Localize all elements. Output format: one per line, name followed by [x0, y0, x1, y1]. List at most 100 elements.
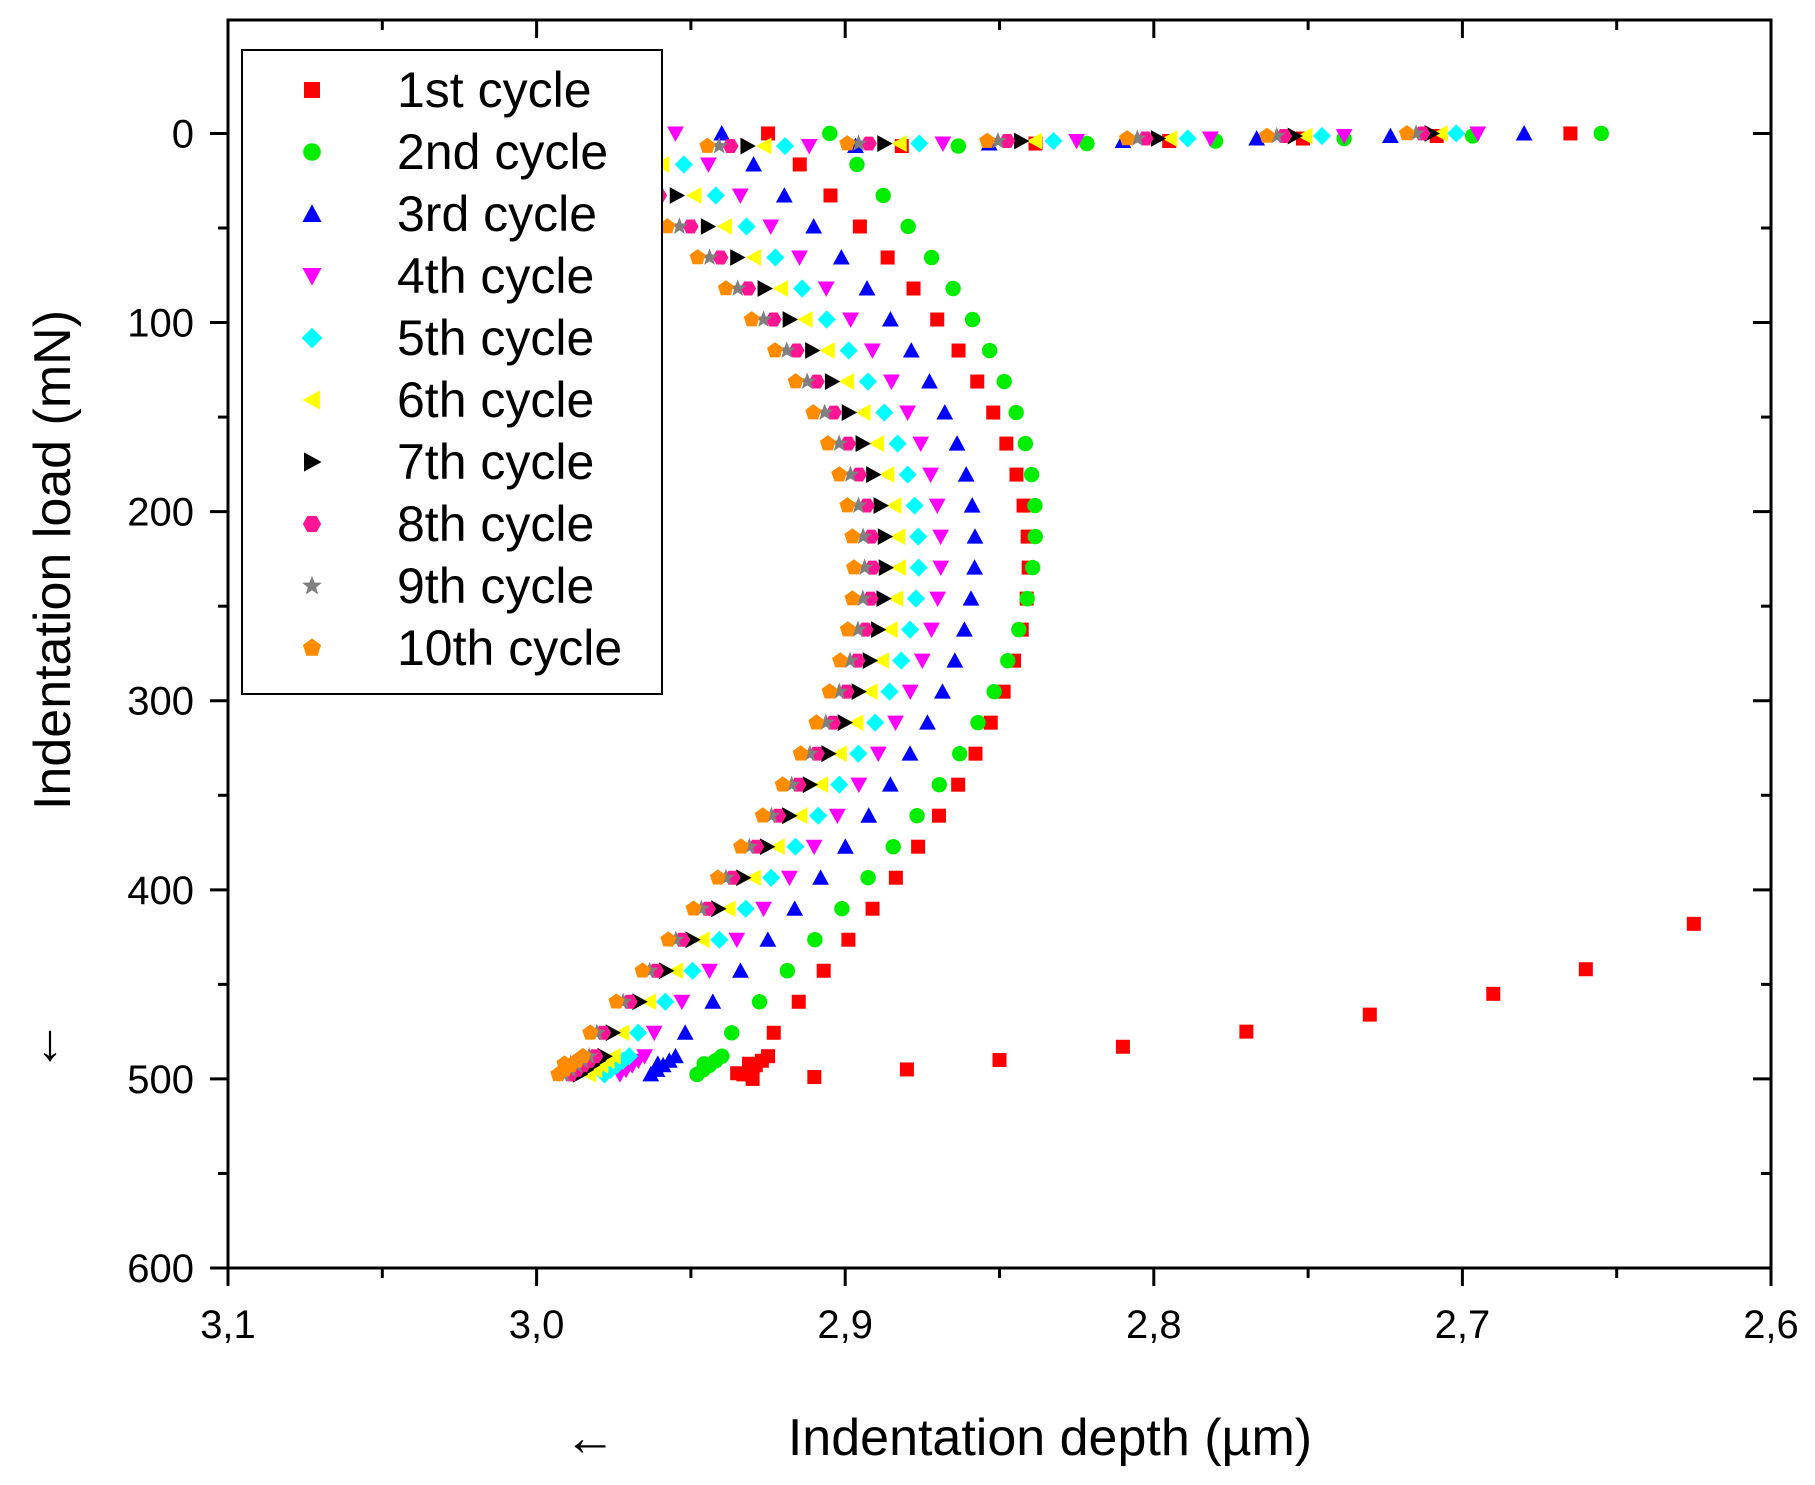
data-point [670, 217, 689, 234]
data-point [716, 218, 733, 235]
data-point [762, 868, 781, 887]
data-point [1044, 131, 1063, 151]
data-point [713, 125, 731, 141]
data-point [855, 558, 874, 575]
data-point [839, 341, 858, 360]
data-point [730, 249, 746, 266]
data-point [792, 157, 807, 172]
data-point [812, 776, 829, 794]
data-point [946, 652, 964, 668]
data-point [733, 838, 750, 854]
data-point [756, 137, 772, 155]
legend-marker [302, 516, 322, 532]
data-point [605, 1047, 621, 1065]
legend-label: 2nd cycle [397, 124, 608, 180]
data-point [996, 373, 1012, 390]
data-point [1119, 130, 1136, 146]
data-point [932, 560, 950, 577]
data-point [1201, 131, 1219, 147]
data-point [1079, 135, 1095, 152]
legend-marker [301, 327, 323, 349]
data-point [782, 311, 799, 328]
data-point [849, 744, 868, 763]
data-point [934, 136, 952, 152]
data-point [902, 342, 920, 358]
data-point [834, 901, 850, 917]
data-point [892, 651, 911, 670]
data-point [704, 993, 722, 1009]
data-point [737, 217, 756, 236]
data-point [667, 1047, 684, 1064]
data-point [745, 1071, 760, 1086]
data-point [931, 808, 946, 823]
data-point [898, 465, 917, 484]
y-tick-label: 500 [127, 1058, 194, 1102]
data-point [613, 1024, 630, 1042]
data-point [710, 136, 728, 154]
data-point [865, 901, 880, 916]
data-point [966, 559, 983, 575]
data-point [1381, 127, 1399, 143]
data-point [1239, 1024, 1254, 1039]
data-point [888, 434, 907, 453]
data-point [850, 467, 868, 482]
data-point [930, 312, 945, 327]
data-point [808, 374, 825, 389]
data-point [660, 931, 677, 947]
data-point [745, 869, 761, 887]
data-point [844, 590, 861, 606]
legend-label: 1st cycle [397, 62, 592, 118]
data-point [807, 932, 823, 948]
data-point [880, 250, 895, 265]
legend-marker [303, 143, 321, 161]
data-point [809, 806, 828, 825]
data-point [754, 807, 771, 823]
data-point [605, 1024, 622, 1042]
data-point [816, 963, 831, 978]
data-point [667, 962, 684, 980]
data-point [786, 900, 804, 916]
data-point [782, 775, 801, 793]
data-point [875, 187, 891, 204]
data-point [724, 1025, 740, 1041]
data-point [860, 136, 877, 151]
data-point [911, 839, 926, 854]
data-point [999, 436, 1014, 451]
data-point [1407, 124, 1425, 141]
data-point [880, 682, 899, 701]
series-2 [689, 125, 1609, 1083]
data-point [1362, 1007, 1377, 1022]
data-point [862, 652, 879, 670]
data-point [830, 434, 848, 451]
data-point [1068, 134, 1086, 150]
data-point [931, 776, 947, 793]
data-point [766, 248, 785, 267]
legend-marker [302, 268, 322, 286]
data-point [906, 589, 926, 608]
data-point [582, 1024, 599, 1040]
data-point [1248, 130, 1266, 146]
data-point [989, 131, 1007, 149]
data-point [755, 901, 772, 918]
data-point [759, 931, 777, 947]
data-point [669, 187, 686, 204]
data-point [878, 466, 895, 483]
data-point [966, 528, 984, 544]
x-direction-arrow: ← [564, 1409, 616, 1467]
data-point [890, 559, 906, 577]
legend-marker [302, 390, 320, 410]
data-point [983, 715, 998, 730]
series-layer [550, 124, 1701, 1086]
data-point [1011, 621, 1027, 638]
data-point [841, 404, 858, 421]
legend-label: 5th cycle [397, 310, 594, 366]
data-point [730, 1066, 745, 1081]
data-point [712, 250, 729, 265]
data-point [757, 280, 773, 297]
data-point [922, 467, 939, 483]
data-point [1515, 125, 1533, 141]
data-point [1178, 129, 1197, 148]
data-point [951, 777, 966, 792]
data-point [929, 591, 947, 608]
data-point [832, 249, 850, 265]
